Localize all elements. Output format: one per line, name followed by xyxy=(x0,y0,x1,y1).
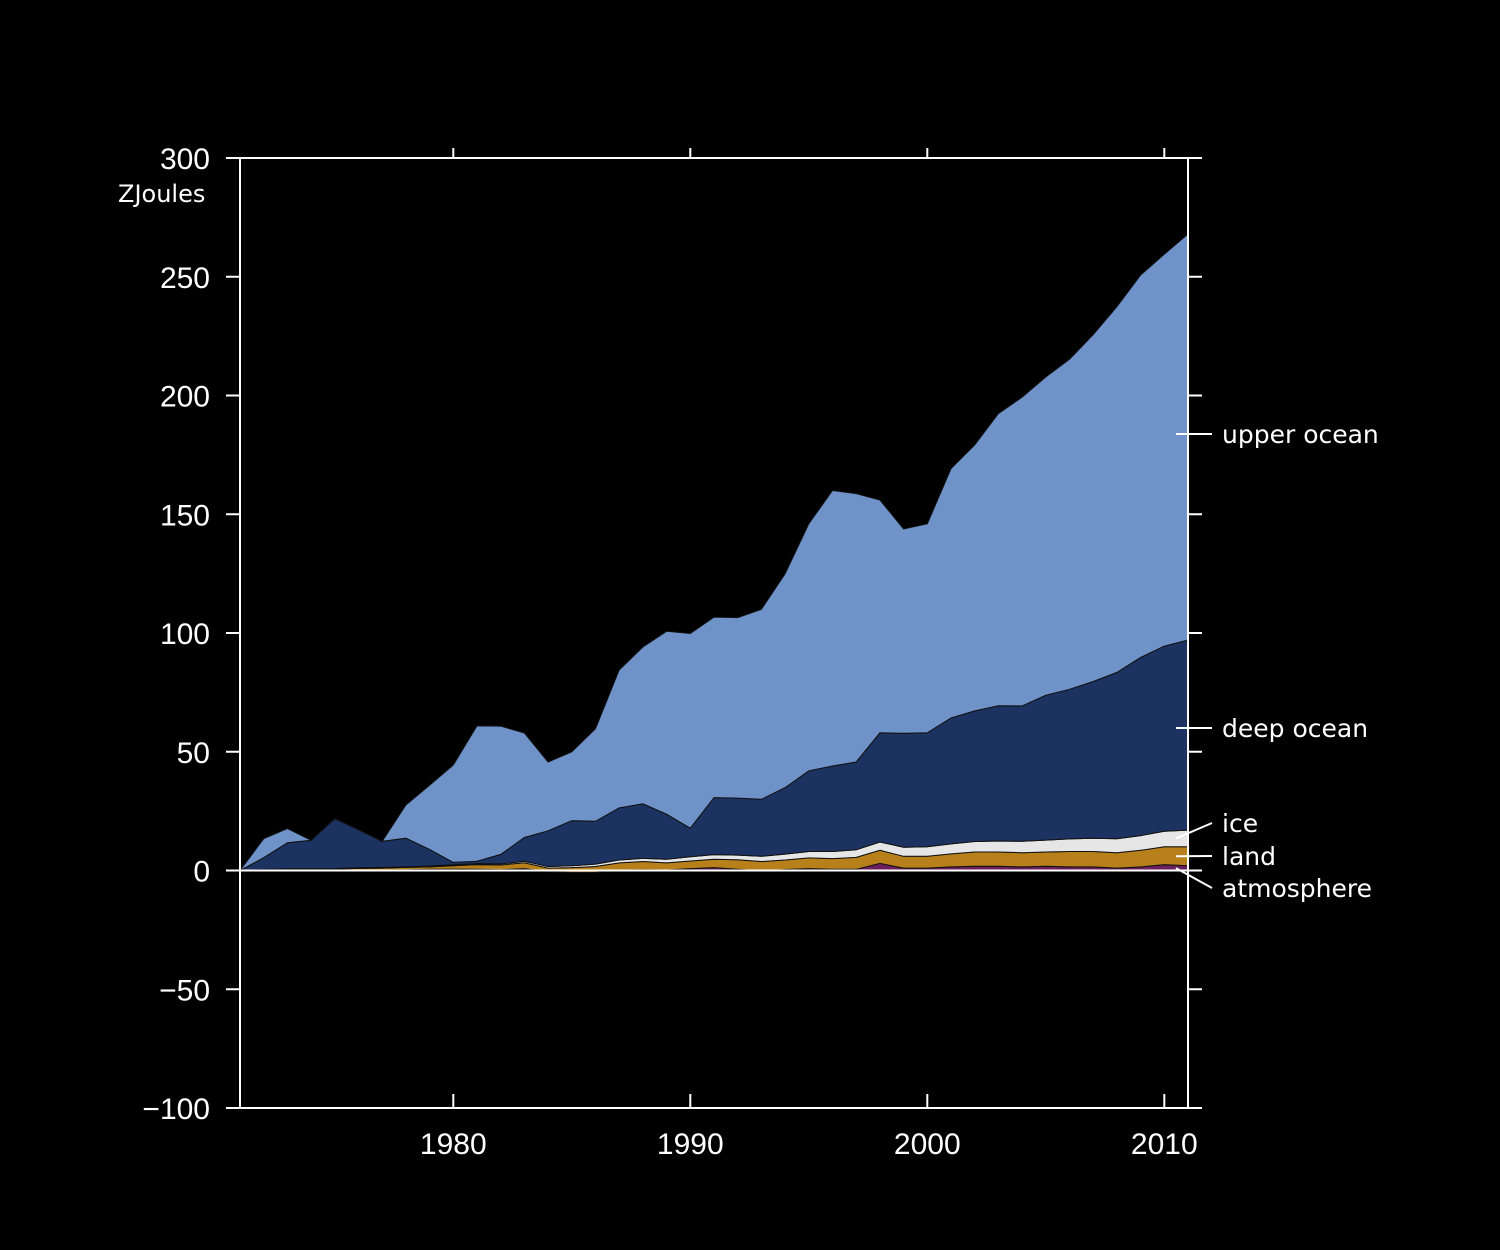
y-tick-label: 0 xyxy=(193,856,210,889)
legend-leader-atmosphere xyxy=(1175,867,1213,889)
legend-label-deep-ocean: deep ocean xyxy=(1222,714,1368,743)
legend-label-atmosphere: atmosphere xyxy=(1222,874,1372,903)
y-axis-unit-label: ZJoules xyxy=(118,180,205,208)
x-tick-label: 1980 xyxy=(420,1128,487,1161)
x-tick-label: 2010 xyxy=(1131,1128,1198,1161)
y-tick-label: 50 xyxy=(177,737,210,770)
stacked-areas xyxy=(239,232,1189,873)
y-tick-label: 200 xyxy=(160,381,210,414)
legend-label-upper-ocean: upper ocean xyxy=(1222,420,1379,449)
legend-label-land: land xyxy=(1222,842,1276,871)
legend-leader-ice xyxy=(1175,822,1213,840)
y-tick-label: 150 xyxy=(160,499,210,532)
y-tick-label: −100 xyxy=(142,1093,210,1126)
x-tick-label: 1990 xyxy=(657,1128,724,1161)
x-tick-label: 2000 xyxy=(894,1128,961,1161)
y-tick-label: 300 xyxy=(160,143,210,176)
y-tick-label: −50 xyxy=(159,974,210,1007)
ticks: −100 −50 0 50 100 150 200 250 300 1980 1990 2000 201… xyxy=(142,143,1202,1161)
legend-label-ice: ice xyxy=(1222,809,1258,838)
y-tick-label: 100 xyxy=(160,618,210,651)
legend: upper ocean deep ocean ice land atmosphere xyxy=(1175,420,1379,903)
y-tick-label: 250 xyxy=(160,262,210,295)
